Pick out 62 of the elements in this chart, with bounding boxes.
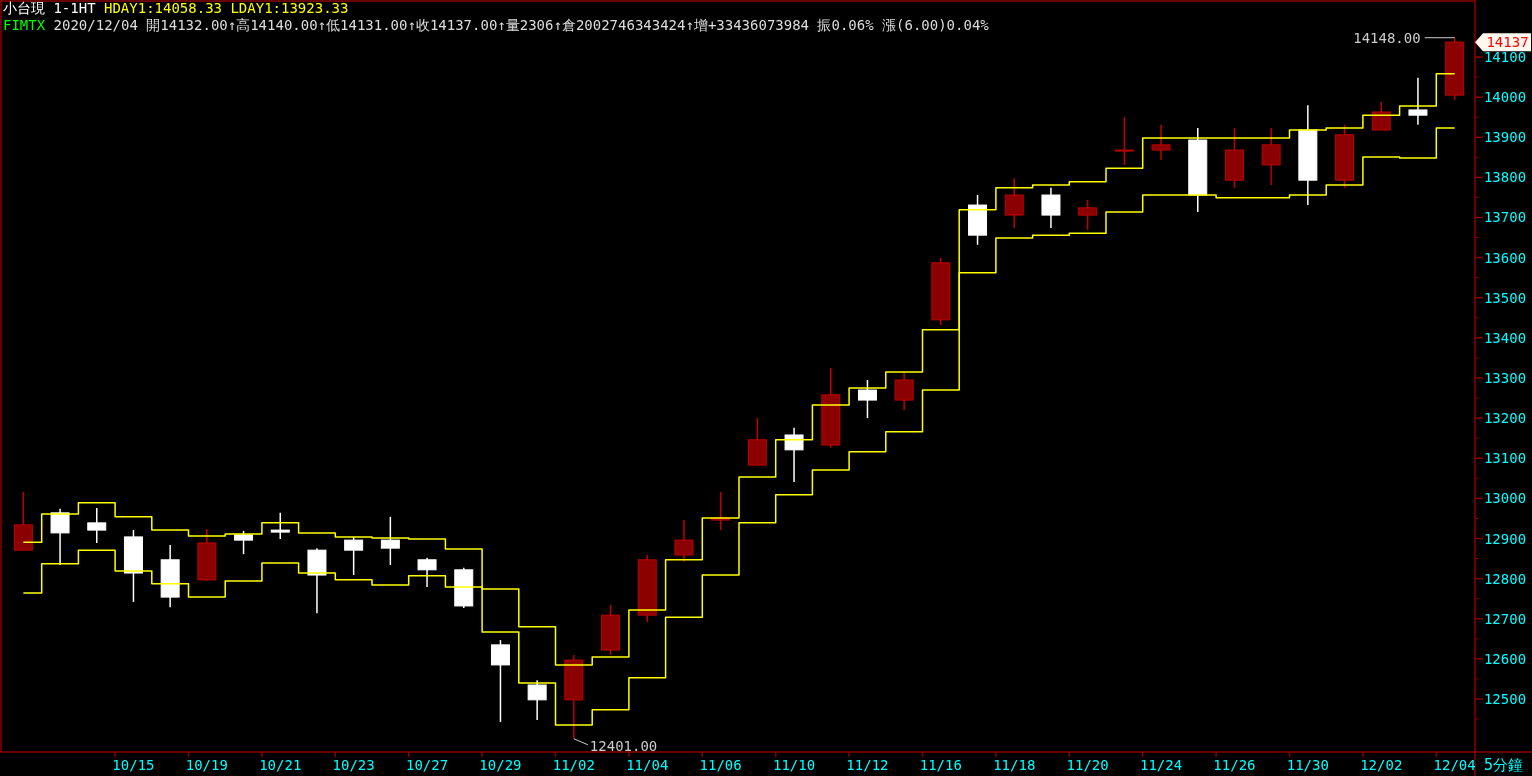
- x-tick-label: 10/15: [112, 757, 155, 773]
- x-tick-label: 11/24: [1139, 757, 1183, 773]
- x-tick-label: 12/04: [1433, 757, 1476, 773]
- x-tick-label: 11/18: [993, 757, 1036, 773]
- y-tick-label: 13900: [1483, 129, 1527, 146]
- candlestick: [490, 639, 510, 723]
- candlestick: [1151, 124, 1171, 161]
- y-tick-label: 12500: [1483, 691, 1527, 708]
- x-tick-label: 11/04: [626, 757, 669, 773]
- y-tick-label: 13200: [1483, 410, 1527, 427]
- candlestick: [1408, 77, 1428, 126]
- candlestick: [344, 536, 364, 576]
- y-tick-label: 13100: [1483, 450, 1527, 467]
- candlestick: [87, 507, 107, 544]
- annotation: 12401.00: [589, 737, 658, 754]
- x-axis-title: 5分鐘: [1483, 756, 1524, 774]
- y-tick-label: 13700: [1483, 209, 1527, 226]
- x-tick-label: 10/19: [185, 757, 228, 773]
- candlestick: [1078, 199, 1098, 231]
- y-tick-label: 12700: [1483, 610, 1527, 627]
- x-tick-label: 10/27: [405, 757, 449, 773]
- candlestick: [1261, 127, 1281, 186]
- text: FIMTX 2020/12/04 開14132.00↑高14140.00↑低14131.00↑收14137.00↑量2306↑倉2002746343424↑增+33436073984 振0.06% 漲(6.00)0.04%: [3, 17, 990, 33]
- x-tick-label: 11/10: [772, 757, 816, 773]
- candlestick: [1041, 187, 1061, 229]
- candlestick: [857, 379, 877, 419]
- y-tick-label: 12900: [1483, 530, 1527, 547]
- x-tick-label: 11/20: [1066, 757, 1109, 773]
- x-tick-label: 11/02: [552, 757, 595, 773]
- y-tick-label: 13800: [1483, 169, 1527, 186]
- x-tick-label: 11/16: [919, 757, 962, 773]
- x-tick-label: 11/26: [1213, 757, 1256, 773]
- x-tick-label: 10/21: [259, 757, 302, 773]
- annotation: 14148.00: [1353, 29, 1421, 46]
- candlestick: [50, 508, 70, 566]
- candlestick: [1004, 177, 1024, 229]
- x-tick-label: 11/06: [699, 757, 742, 773]
- x-tick-label: 10/23: [332, 757, 375, 773]
- y-tick-label: 13500: [1483, 289, 1527, 306]
- candlestick: [894, 371, 914, 411]
- chart-title: 小台現 1-1HT HDAY1:14058.33 LDAY1:13923.33: [3, 0, 349, 16]
- y-tick-label: 14100: [1483, 48, 1527, 65]
- y-tick-label: 13400: [1483, 329, 1527, 346]
- x-tick-label: 11/30: [1286, 757, 1329, 773]
- candlestick: [380, 516, 400, 566]
- candlestick: [1371, 101, 1391, 131]
- candlestick: [417, 557, 437, 588]
- x-tick-label: 11/12: [846, 757, 889, 773]
- y-tick-label: 12800: [1483, 570, 1527, 587]
- candlestick: [234, 530, 254, 555]
- y-tick-label: 12600: [1483, 650, 1527, 667]
- annotation: 14137: [1486, 34, 1529, 51]
- x-tick-label: 12/02: [1360, 757, 1403, 773]
- y-tick-label: 13000: [1483, 490, 1527, 507]
- candlestick: [270, 512, 290, 540]
- candlestick: [527, 679, 547, 721]
- y-tick-label: 14000: [1483, 89, 1527, 106]
- candlestick: [674, 519, 694, 563]
- y-tick-label: 13300: [1483, 370, 1527, 387]
- candlestick: [1114, 116, 1134, 166]
- y-tick-label: 13600: [1483, 249, 1527, 266]
- x-tick-label: 10/29: [479, 757, 522, 773]
